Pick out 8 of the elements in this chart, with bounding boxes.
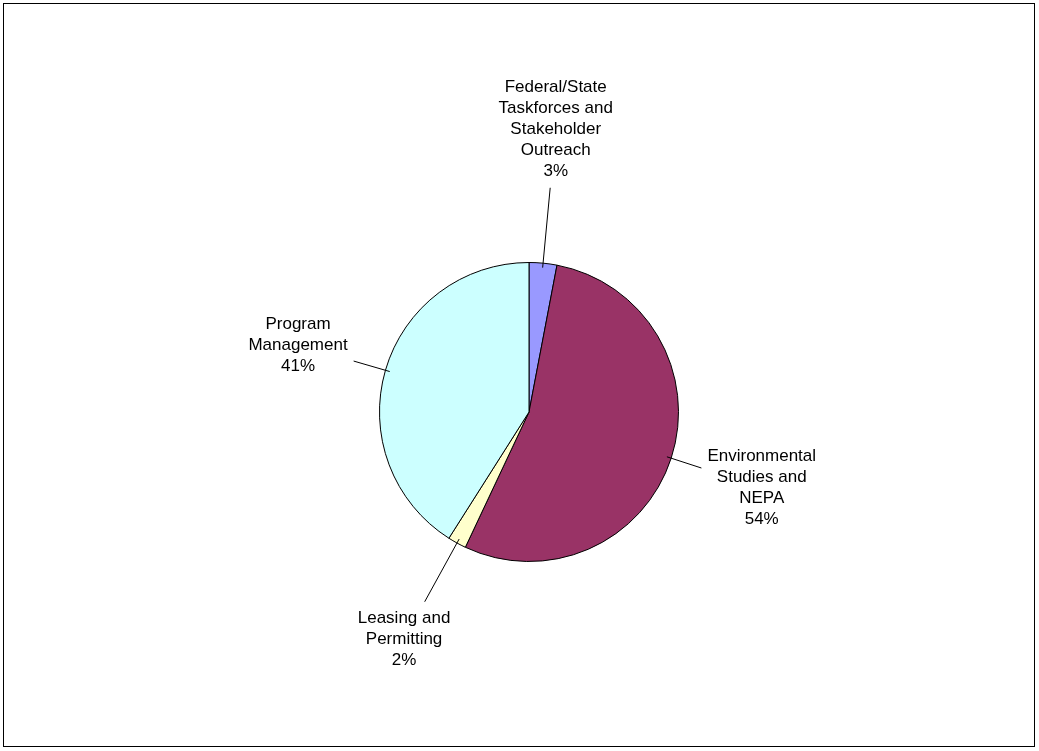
slice-label: Program Management: [248, 313, 348, 354]
data-label: 54%: [744, 508, 779, 528]
data-label: 2%: [391, 649, 417, 669]
slice-label: Environmental Studies and NEPA: [707, 445, 817, 507]
data-label: 41%: [281, 355, 316, 375]
data-label: 3%: [543, 160, 569, 180]
slice-label: Federal/State Taskforces and Stakeholder Outreach: [498, 76, 613, 159]
slice-label: Leasing and Permitting: [357, 607, 451, 648]
